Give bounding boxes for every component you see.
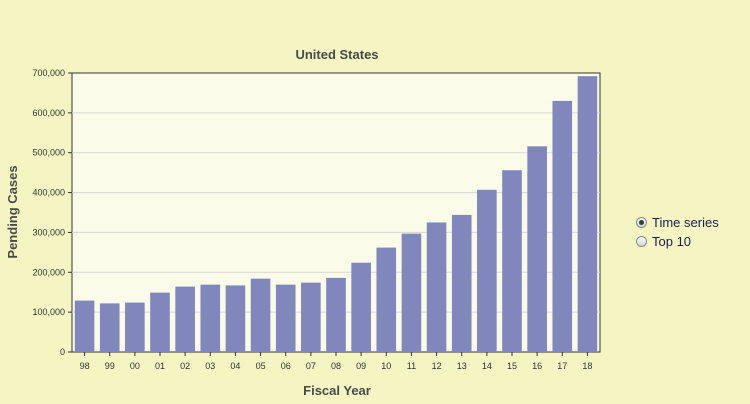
x-tick-label: 05 [256, 361, 266, 371]
bar-fy16 [527, 146, 547, 352]
bar-fy06 [275, 284, 296, 352]
view-mode-radio-group: Time series Top 10 [636, 213, 719, 251]
top-10-option[interactable]: Top 10 [636, 232, 719, 251]
x-axis-label: Fiscal Year [303, 383, 371, 398]
x-tick-label: 09 [356, 361, 366, 371]
time-series-option[interactable]: Time series [636, 213, 719, 232]
bar-fy14 [477, 189, 497, 352]
x-tick-label: 02 [180, 361, 190, 371]
time-series-radio[interactable] [636, 217, 647, 228]
bar-fy15 [502, 170, 522, 352]
x-tick-label: 16 [532, 361, 542, 371]
chart-title: United States [295, 47, 378, 62]
x-tick-label: 07 [306, 361, 316, 371]
bar-fy11 [401, 233, 422, 352]
y-tick-label: 600,000 [32, 108, 65, 118]
bar-fy18 [577, 76, 598, 352]
x-tick-label: 01 [155, 361, 165, 371]
y-tick-label: 400,000 [32, 188, 65, 198]
x-tick-label: 06 [281, 361, 291, 371]
y-tick-label: 200,000 [32, 267, 65, 277]
y-tick-label: 300,000 [32, 227, 65, 237]
x-tick-label: 08 [331, 361, 341, 371]
top-10-label: Top 10 [652, 234, 692, 249]
time-series-label: Time series [652, 215, 719, 230]
x-tick-label: 03 [205, 361, 215, 371]
y-tick-label: 500,000 [32, 148, 65, 158]
x-tick-label: 10 [381, 361, 391, 371]
bar-fy04 [225, 285, 246, 352]
bar-fy09 [351, 262, 371, 352]
x-tick-label: 12 [432, 361, 442, 371]
bar-fy05 [250, 278, 271, 352]
y-tick-label: 0 [60, 347, 65, 357]
top-10-radio[interactable] [636, 236, 647, 247]
bar-fy00 [125, 302, 145, 352]
bar-fy99 [99, 303, 120, 352]
bar-fy01 [150, 292, 170, 352]
x-tick-label: 99 [105, 361, 115, 371]
bar-fy10 [376, 247, 397, 352]
y-axis-label: Pending Cases [5, 165, 20, 258]
bar-fy17 [552, 100, 573, 353]
bar-fy03 [200, 284, 221, 352]
bar-fy12 [426, 222, 447, 352]
bar-fy98 [74, 300, 95, 352]
y-tick-label: 100,000 [32, 307, 65, 317]
bar-fy08 [326, 277, 346, 352]
x-tick-label: 98 [80, 361, 90, 371]
x-tick-label: 18 [582, 361, 592, 371]
x-tick-label: 14 [482, 361, 492, 371]
y-tick-label: 700,000 [32, 68, 65, 78]
bar-fy07 [301, 282, 321, 352]
x-tick-label: 17 [557, 361, 567, 371]
x-tick-label: 11 [407, 361, 416, 371]
bar-fy02 [175, 286, 195, 352]
x-tick-label: 00 [130, 361, 140, 371]
x-tick-label: 04 [230, 361, 240, 371]
bar-fy13 [451, 214, 472, 352]
x-tick-label: 13 [457, 361, 467, 371]
x-tick-label: 15 [507, 361, 517, 371]
